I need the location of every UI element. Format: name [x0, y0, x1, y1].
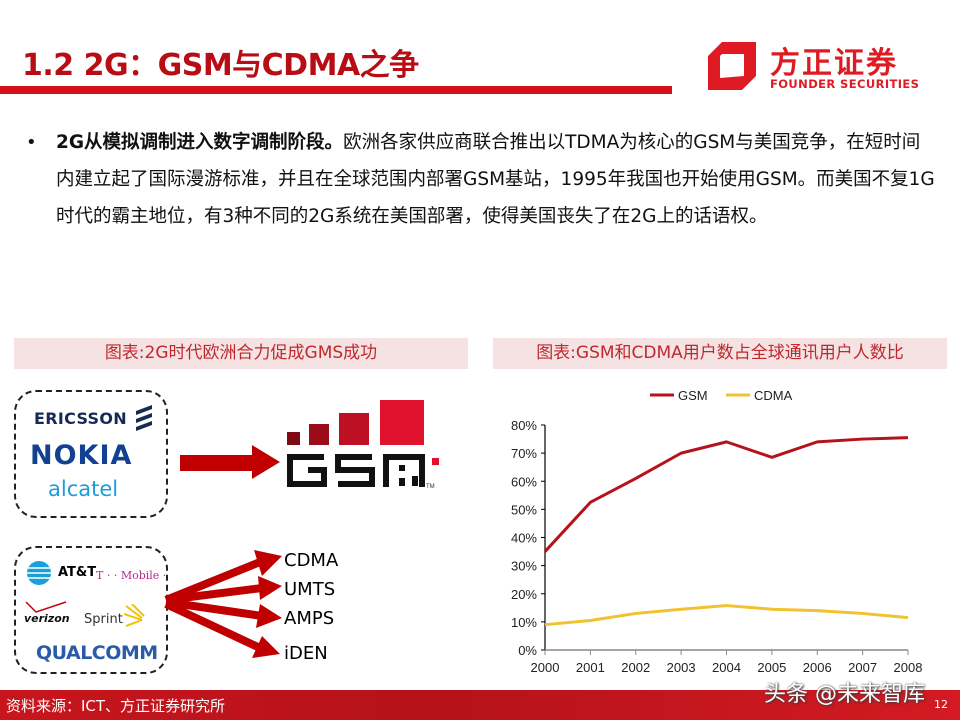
x-tick-label: 2000: [531, 660, 560, 675]
y-tick-label: 50%: [511, 502, 537, 517]
tech-umts: UMTS: [284, 579, 336, 600]
ericsson-mark-icon: [136, 405, 152, 431]
x-tick-label: 2003: [667, 660, 696, 675]
bullet-paragraph: • 2G从模拟调制进入数字调制阶段。欧洲各家供应商联合推出以TDMA为核心的GS…: [26, 124, 936, 235]
nokia-logo: NOKIA: [30, 440, 133, 471]
title-underline: [0, 86, 672, 94]
us-vendors-box: [14, 546, 168, 674]
watermark: 头条 @未来智库: [764, 682, 925, 707]
left-figure-caption: 图表:2G时代欧洲合力促成GMS成功: [14, 338, 468, 369]
series-line-cdma: [544, 604, 909, 627]
founder-logo-mark-icon: [708, 42, 756, 90]
x-tick-label: 2008: [894, 660, 923, 675]
bullet-body: 欧洲各家供应商联合推出以TDMA为核心的GSM与美国竞争，在短时间内建立起了国际…: [56, 132, 935, 227]
svg-text:TM: TM: [426, 484, 435, 490]
source-note: 资料来源：ICT、方正证券研究所: [6, 697, 226, 715]
series-line-gsm: [543, 436, 909, 553]
verizon-check-icon: [25, 601, 67, 613]
y-tick-label: 30%: [511, 559, 537, 574]
x-tick-label: 2007: [848, 660, 877, 675]
tech-cdma: CDMA: [284, 550, 339, 571]
tech-amps: AMPS: [284, 608, 335, 629]
qualcomm-logo: QUALCOMM: [36, 642, 158, 664]
y-tick-label: 80%: [511, 418, 537, 433]
right-arrow-icon: [180, 445, 280, 479]
fan-arrows-icon: [164, 550, 282, 658]
x-tick-label: 2001: [576, 660, 605, 675]
right-figure-caption: 图表:GSM和CDMA用户数占全球通讯用户人数比: [493, 338, 947, 369]
footer-bar: 资料来源：ICT、方正证券研究所 12: [0, 690, 960, 720]
page-title: 1.2 2G：GSM与CDMA之争: [22, 48, 419, 83]
page-number: 12: [934, 698, 948, 711]
ericsson-logo: ERICSSON: [34, 409, 127, 428]
x-tick-label: 2005: [757, 660, 786, 675]
x-tick-label: 2002: [621, 660, 650, 675]
y-tick-label: 40%: [511, 531, 537, 546]
sprint-logo: Sprint: [84, 612, 123, 627]
legend-label: GSM: [678, 388, 708, 403]
line-chart: 0% 10% 20% 30% 40% 50% 60% 70% 80% 2000 2001 2002 20…: [511, 388, 923, 675]
y-tick-label: 0%: [518, 643, 537, 658]
att-globe-icon: [27, 561, 51, 585]
att-logo: AT&T: [58, 565, 97, 580]
bullet-dot: •: [26, 132, 37, 153]
logo-english-name: FOUNDER SECURITIES: [770, 77, 920, 91]
y-tick-label: 10%: [511, 615, 537, 630]
europe-vendors-box: [14, 390, 168, 518]
legend-label: CDMA: [754, 388, 793, 403]
verizon-logo: verizon: [24, 612, 70, 625]
alcatel-logo: alcatel: [48, 477, 119, 501]
bullet-lead: 2G从模拟调制进入数字调制阶段。: [56, 132, 344, 153]
founder-securities-logo: 方正证券 FOUNDER SECURITIES: [708, 38, 928, 94]
x-tick-label: 2006: [803, 660, 832, 675]
gsm-logo: TM: [287, 400, 439, 490]
sprint-burst-icon: [124, 604, 145, 627]
y-tick-label: 70%: [511, 446, 537, 461]
y-tick-label: 60%: [511, 474, 537, 489]
y-tick-label: 20%: [511, 587, 537, 602]
x-tick-label: 2004: [712, 660, 741, 675]
tech-iden: iDEN: [284, 643, 328, 664]
logo-chinese-name: 方正证券: [770, 46, 898, 81]
tmobile-logo: T · · Mobile ·: [96, 569, 167, 582]
